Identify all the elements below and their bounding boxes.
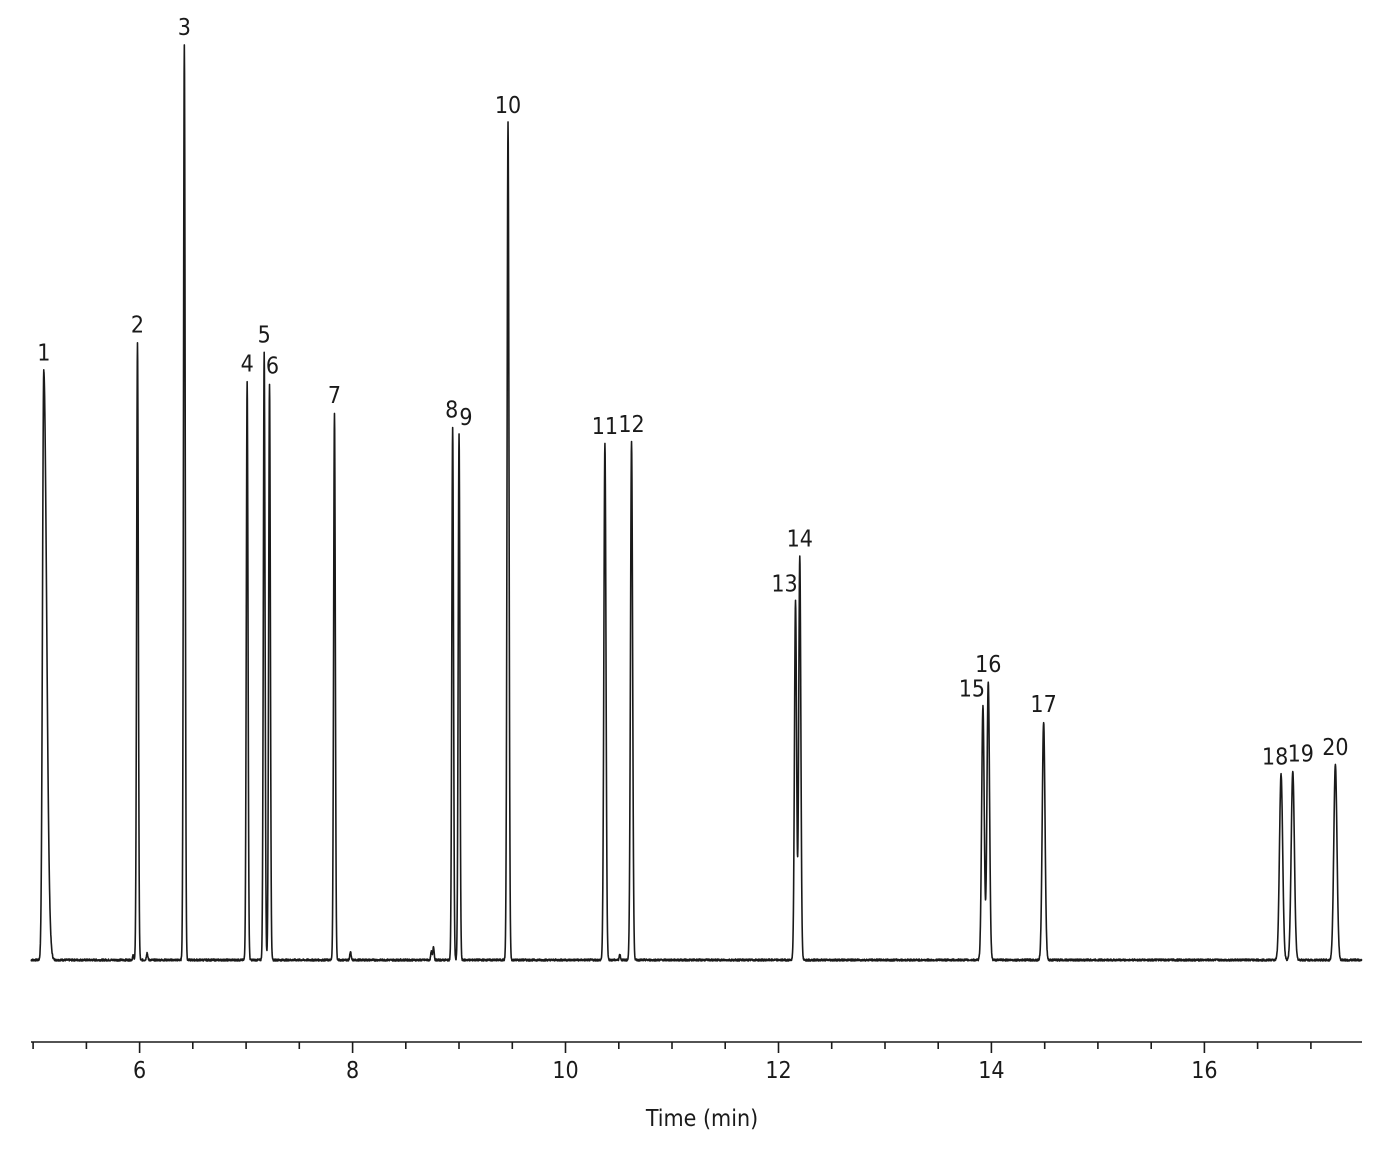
peak-label-10: 10 (495, 93, 521, 119)
chromatogram-trace (30, 44, 1363, 962)
peak-label-7: 7 (328, 383, 341, 409)
peak-label-15: 15 (959, 677, 985, 703)
peak-label-16: 16 (975, 652, 1001, 678)
x-axis: 6 8 10 12 14 16 Time (min) (31, 1041, 1362, 1132)
peak-label-3: 3 (178, 15, 191, 41)
x-tick-label-14: 14 (978, 1058, 1004, 1084)
peak-label-9: 9 (459, 405, 472, 431)
x-tick-label-10: 10 (552, 1058, 578, 1084)
x-axis-title: Time (min) (645, 1106, 758, 1132)
peak-label-18: 18 (1262, 744, 1288, 770)
x-tick-label-6: 6 (133, 1058, 146, 1084)
x-ticks: 6 8 10 12 14 16 (32, 1042, 1312, 1084)
peak-label-2: 2 (131, 312, 144, 338)
x-tick-label-16: 16 (1191, 1058, 1217, 1084)
peak-label-13: 13 (771, 571, 797, 597)
x-tick-label-8: 8 (346, 1058, 359, 1084)
peak-label-1: 1 (37, 341, 50, 367)
x-tick-label-12: 12 (765, 1058, 791, 1084)
peak-label-17: 17 (1030, 692, 1056, 718)
peak-label-4: 4 (241, 352, 254, 378)
peak-label-14: 14 (787, 527, 813, 553)
peak-label-11: 11 (592, 414, 618, 440)
peak-label-19: 19 (1288, 742, 1314, 768)
peak-label-12: 12 (618, 412, 644, 438)
peak-label-20: 20 (1322, 735, 1348, 761)
peak-label-5: 5 (258, 322, 271, 348)
peak-label-8: 8 (445, 398, 458, 424)
peak-label-6: 6 (266, 354, 279, 380)
